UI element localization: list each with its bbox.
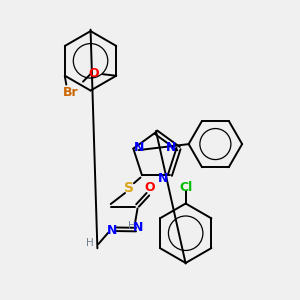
Text: O: O	[89, 68, 99, 80]
Text: Cl: Cl	[179, 181, 192, 194]
Text: O: O	[144, 181, 155, 194]
Text: H: H	[128, 221, 135, 231]
Text: Br: Br	[63, 86, 79, 99]
Text: N: N	[166, 141, 176, 154]
Text: N: N	[107, 224, 117, 237]
Text: N: N	[158, 172, 169, 185]
Text: N: N	[133, 221, 143, 234]
Text: H: H	[86, 238, 94, 248]
Text: S: S	[124, 181, 134, 195]
Text: N: N	[134, 141, 144, 154]
